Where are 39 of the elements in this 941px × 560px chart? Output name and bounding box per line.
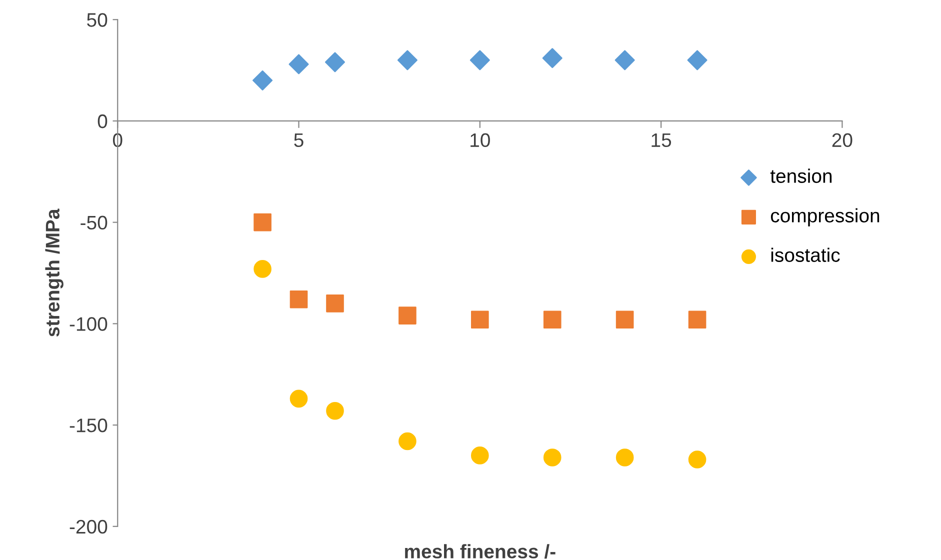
point: [290, 390, 308, 408]
point: [688, 310, 706, 329]
x-tick-label: 10: [470, 133, 490, 148]
point: [471, 310, 489, 329]
point: [254, 260, 272, 278]
y-tick-label: -150: [70, 418, 108, 432]
y-tick-label: 50: [87, 13, 108, 27]
point: [290, 290, 308, 308]
x-axis-title: mesh fineness /-: [405, 544, 556, 559]
y-axis-title: strength /MPa: [45, 208, 64, 337]
point: [471, 446, 489, 464]
point: [616, 310, 634, 329]
point: [688, 450, 706, 468]
legend-label: compression: [770, 208, 880, 226]
point: [252, 70, 273, 90]
point: [398, 306, 416, 324]
point: [687, 50, 708, 70]
point: [470, 50, 490, 70]
point: [288, 54, 309, 74]
y-tick-label: 0: [98, 114, 108, 128]
x-tick-label: 5: [294, 133, 304, 148]
point: [398, 432, 416, 450]
point: [326, 402, 344, 420]
legend-label: isostatic: [771, 248, 840, 262]
y-tick-label: -100: [70, 317, 108, 331]
x-tick-label: 20: [832, 133, 852, 148]
point: [543, 448, 562, 466]
point: [324, 52, 346, 72]
point: [616, 448, 634, 466]
y-tick-label: -200: [70, 520, 108, 534]
point: [614, 50, 635, 70]
y-tick-label: -50: [80, 216, 108, 230]
point: [326, 294, 344, 312]
point: [543, 310, 562, 329]
point: [254, 213, 272, 232]
x-tick-label: 15: [652, 133, 672, 148]
point: [397, 50, 418, 70]
point: [542, 48, 562, 68]
legend-label: tension: [770, 168, 832, 183]
